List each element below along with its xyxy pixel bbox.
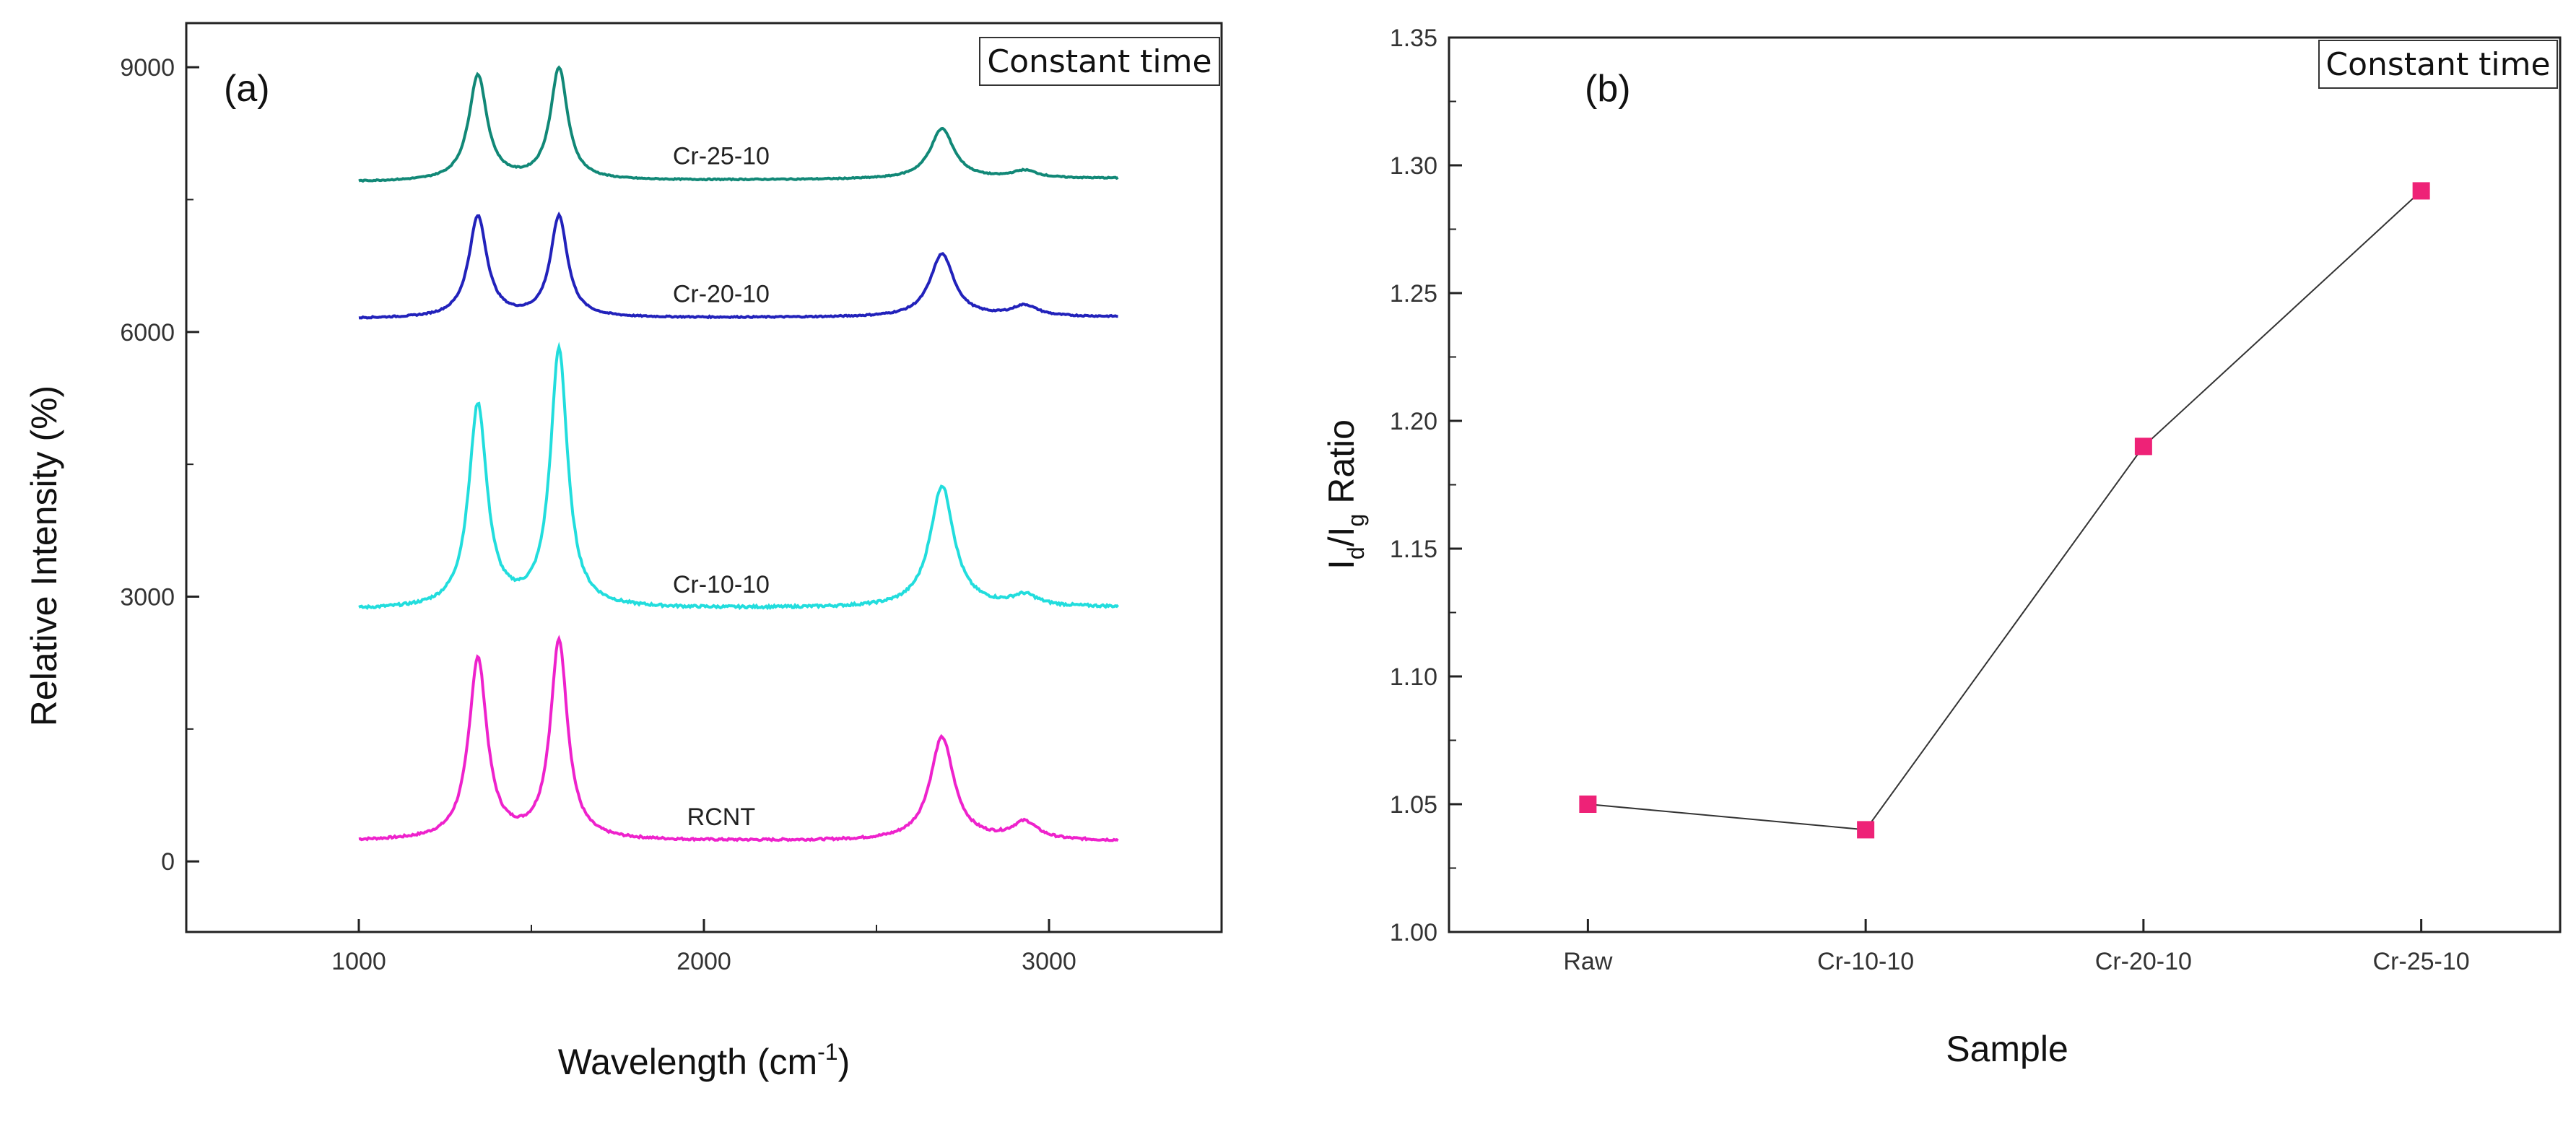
y-tick-label-b: 1.05 (1390, 791, 1437, 819)
y-tick-label-a: 3000 (120, 584, 175, 611)
y-title-i: I (1321, 559, 1362, 570)
series-label-cr-20-10: Cr-20-10 (673, 280, 770, 308)
ratio-marker-cr-10-10 (1857, 821, 1875, 839)
raman-spectra-panel: RCNT Cr-10-10 Cr-20-10 Cr-25-10 1000 2000 300… (24, 22, 1223, 1082)
x-axis-title-sup: -1 (817, 1039, 837, 1065)
id-ig-ratio-panel: 1.00 1.05 1.10 1.15 1.20 1.25 1.30 1.35 Raw Cr-1… (1321, 25, 2562, 1069)
ratio-marker-cr-20-10 (2134, 437, 2152, 456)
y-tick-label-b: 1.15 (1390, 536, 1437, 563)
y-axis-ticks-b: 1.00 1.05 1.10 1.15 1.20 1.25 1.30 1.35 (1390, 25, 1462, 946)
x-tick-label-a: 1000 (331, 948, 386, 975)
ratio-marker-cr-25-10 (2412, 182, 2430, 200)
x-tick-label-raw: Raw (1563, 948, 1612, 975)
y-axis-ticks-a: 0 3000 6000 9000 (120, 54, 199, 876)
legend-box-b (2318, 40, 2558, 89)
x-axis-title-b: Sample (1946, 1029, 2068, 1069)
series-label-rcnt: RCNT (687, 803, 755, 831)
plot-frame-b (1448, 36, 2562, 933)
x-axis-title-close: ) (838, 1042, 850, 1082)
y-tick-label-b: 1.20 (1390, 408, 1437, 435)
ratio-line (1588, 190, 2422, 831)
y-axis-title-b: Id/Ig Ratio (1321, 419, 1369, 570)
y-tick-label-b: 1.10 (1390, 663, 1437, 691)
y-tick-label-a: 9000 (120, 54, 175, 82)
y-tick-label-a: 0 (161, 848, 175, 876)
x-tick-label-a: 3000 (1022, 948, 1076, 975)
legend-text-b: Constant time (2325, 46, 2550, 83)
y-title-rest: Ratio (1321, 419, 1362, 514)
series-label-cr-10-10: Cr-10-10 (673, 571, 770, 598)
y-title-sub-g: g (1343, 514, 1369, 527)
panel-label-a: (a) (224, 68, 270, 110)
series-label-cr-25-10: Cr-25-10 (673, 143, 770, 170)
x-tick-label-cr-20-10: Cr-20-10 (2095, 948, 2192, 975)
x-tick-label-cr-10-10: Cr-10-10 (1817, 948, 1914, 975)
y-tick-label-b: 1.35 (1390, 25, 1437, 52)
legend-box-a (979, 37, 1220, 86)
y-title-sub-d: d (1343, 546, 1369, 559)
y-tick-label-b: 1.25 (1390, 280, 1437, 308)
y-tick-label-b: 1.00 (1390, 919, 1437, 946)
series-cr-25-10 (358, 65, 1119, 183)
y-title-slash: /I (1321, 526, 1362, 546)
series-cr-20-10 (358, 212, 1118, 320)
series-rcnt (358, 635, 1119, 842)
spectra-series-group: RCNT Cr-10-10 Cr-20-10 Cr-25-10 (358, 65, 1120, 842)
legend-text-a: Constant time (987, 43, 1211, 80)
x-axis-title-main: Wavelength (cm (558, 1042, 817, 1082)
x-tick-label-a: 2000 (676, 948, 731, 975)
panel-label-b: (b) (1585, 68, 1631, 110)
x-axis-ticks-b: Raw Cr-10-10 Cr-20-10 Cr-25-10 (1563, 919, 2470, 975)
x-axis-title-a: Wavelength (cm-1) (558, 1039, 850, 1082)
y-tick-label-b: 1.30 (1390, 152, 1437, 180)
ratio-series-group (1579, 182, 2430, 839)
ratio-marker-raw (1579, 796, 1597, 813)
x-axis-ticks-a: 1000 2000 3000 (331, 919, 1222, 975)
x-tick-label-cr-25-10: Cr-25-10 (2373, 948, 2470, 975)
y-axis-title-a: Relative Intensity (%) (24, 385, 64, 726)
series-cr-10-10 (358, 341, 1120, 611)
y-tick-label-a: 6000 (120, 319, 175, 347)
